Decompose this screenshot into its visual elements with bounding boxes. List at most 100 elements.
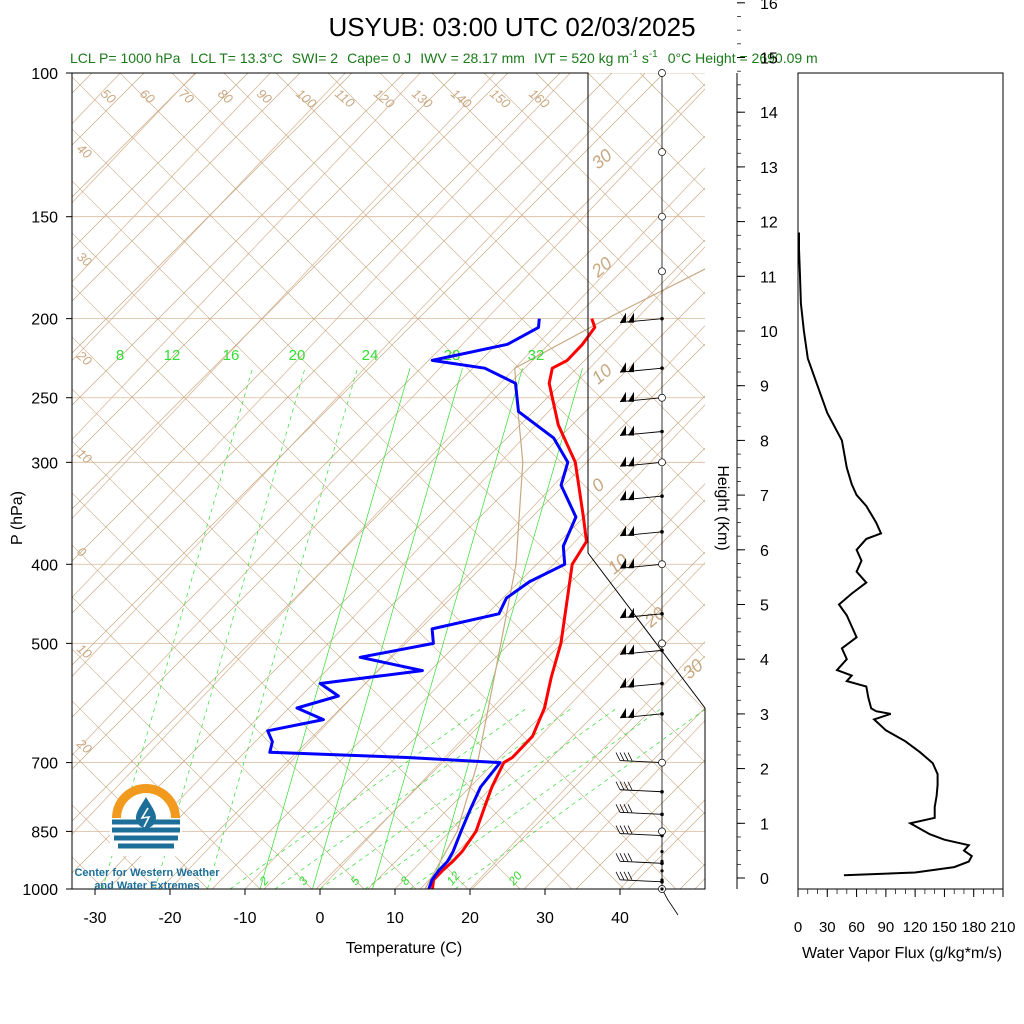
dewpoint-line xyxy=(266,318,578,889)
x-axis-label: Temperature (C) xyxy=(346,940,462,957)
isotherm-label: 130 xyxy=(409,86,436,112)
dry-adiabat-line xyxy=(471,655,705,889)
cape-value: Cape= 0 J xyxy=(347,50,411,66)
isotherm-label: 20 xyxy=(73,347,95,369)
wind-barb-shaft xyxy=(619,318,663,324)
moist-adiabat-line xyxy=(72,128,705,763)
chart-title: USYUB: 03:00 UTC 02/03/2025 xyxy=(328,12,695,42)
dry-adiabat-line xyxy=(419,603,705,889)
skewt-background-lines xyxy=(72,73,1024,889)
height-tick-label: 13 xyxy=(760,160,778,177)
height-tick-label: 5 xyxy=(760,598,769,615)
dry-adiabat-line xyxy=(72,73,197,198)
mixing-ratio-line xyxy=(312,368,463,889)
mixing-ratio-label: 20 xyxy=(289,347,306,364)
isotherm-label: 80 xyxy=(215,86,236,107)
isotherm-line xyxy=(72,73,271,283)
y-tick-label: 500 xyxy=(31,636,58,653)
wind-barb-feather xyxy=(623,871,629,881)
flux-series xyxy=(798,232,974,877)
height-tick-label: 3 xyxy=(760,707,769,724)
dry-adiabat-line xyxy=(159,343,705,889)
wind-barb-flag xyxy=(628,456,634,467)
dry-adiabat-line xyxy=(992,73,1024,889)
mixing-ratio-dash-line xyxy=(364,707,618,889)
isotherm-line xyxy=(244,404,705,889)
moist-adiabat-line xyxy=(72,804,157,889)
wind-barb-feather xyxy=(623,825,629,834)
isotherm-label: 140 xyxy=(448,86,475,112)
chart-subtitle: LCL P= 1000 hPa LCL T= 13.3°C SWI= 2 Cape= … xyxy=(70,49,818,66)
dry-adiabat-line xyxy=(107,291,705,889)
wind-barb-feather xyxy=(623,781,629,790)
isotherm-line xyxy=(72,73,646,677)
x-tick-label: 40 xyxy=(611,910,629,927)
mixing-ratio-line xyxy=(154,368,306,889)
isotherm-label: 50 xyxy=(98,86,119,107)
wind-barb-feather xyxy=(619,853,625,862)
y-tick-label: 250 xyxy=(31,391,58,408)
flux-tick-label: 150 xyxy=(932,919,957,936)
iwv-value: IWV = 28.17 mm xyxy=(420,50,525,66)
wind-level-circle xyxy=(658,639,666,648)
logo-line-1: Center for Western Weather xyxy=(74,867,220,879)
isotherm-label: 70 xyxy=(176,86,197,107)
moist-adiabat-line xyxy=(72,492,469,889)
wind-barb-shaft xyxy=(619,367,663,373)
moist-adiabat-line xyxy=(379,73,705,399)
x-tick-label: -20 xyxy=(158,910,181,927)
moist-adiabat-line xyxy=(171,73,705,607)
isotherm-label: 30 xyxy=(74,249,95,270)
moist-adiabat-line xyxy=(275,73,705,503)
wind-barb-shaft xyxy=(619,833,663,837)
isotherm-line xyxy=(469,641,705,889)
dry-adiabat-line xyxy=(72,239,705,874)
moist-adiabat-line xyxy=(223,73,705,555)
wind-barb-feather xyxy=(627,752,633,761)
wind-barb-flag xyxy=(628,312,634,323)
y-tick-label: 200 xyxy=(31,312,58,329)
x-tick-label: -10 xyxy=(233,910,256,927)
wind-barb-flag xyxy=(620,362,626,373)
wind-barb-feather xyxy=(615,853,621,862)
y-tick-label: 300 xyxy=(31,455,58,472)
dry-adiabat-line xyxy=(72,73,457,458)
wind-barb-flag xyxy=(620,607,626,618)
wind-level-circle xyxy=(658,148,666,156)
wind-barb-flag xyxy=(628,525,634,536)
dry-adiabat-line xyxy=(263,447,705,889)
skewt-background-labels: 50 60 70 80 90 100 110 120 130 140 150 160403020100… xyxy=(73,86,707,889)
isotherm-line xyxy=(319,483,705,889)
moist-adiabat-line xyxy=(327,73,705,451)
wind-barb-feather xyxy=(619,871,625,881)
height-tick-label: 14 xyxy=(760,105,778,122)
wind-barb-flag xyxy=(628,644,634,655)
moist-adiabat-line xyxy=(72,388,573,889)
wind-barb-shaft xyxy=(619,397,663,403)
isotherm-label: 40 xyxy=(74,141,95,162)
wind-barb-flag xyxy=(620,425,626,436)
y-tick-label: 1000 xyxy=(22,882,58,899)
moist-adiabat-line xyxy=(483,73,705,295)
wind-barb-flag xyxy=(628,558,634,569)
height-tick-label: 9 xyxy=(760,379,769,396)
wind-barb-flag xyxy=(620,456,626,467)
wind-barb-feather xyxy=(615,781,621,790)
wind-barb-feather xyxy=(627,804,633,813)
wind-barb-shaft xyxy=(619,431,663,436)
wind-barb-feather xyxy=(619,825,625,834)
mixing-ratio-label: 12 xyxy=(444,868,464,887)
wind-barb-shaft xyxy=(619,760,663,764)
logo-line-2: and Water Extremes xyxy=(94,880,199,892)
wind-barb-shaft xyxy=(619,531,663,537)
dry-adiabat-line xyxy=(72,73,249,250)
height-axis-label: Height (Km) xyxy=(714,465,731,550)
mixing-ratio-label: 8 xyxy=(398,874,413,888)
wind-barb-feather xyxy=(619,804,625,813)
flux-tick-label: 180 xyxy=(961,919,986,936)
moist-adiabat-line xyxy=(587,73,705,191)
isotherm-label: 0 xyxy=(74,544,90,561)
height-tick-label: 7 xyxy=(760,488,769,505)
x-tick-label: 20 xyxy=(461,910,479,927)
wind-barbs xyxy=(615,69,666,893)
